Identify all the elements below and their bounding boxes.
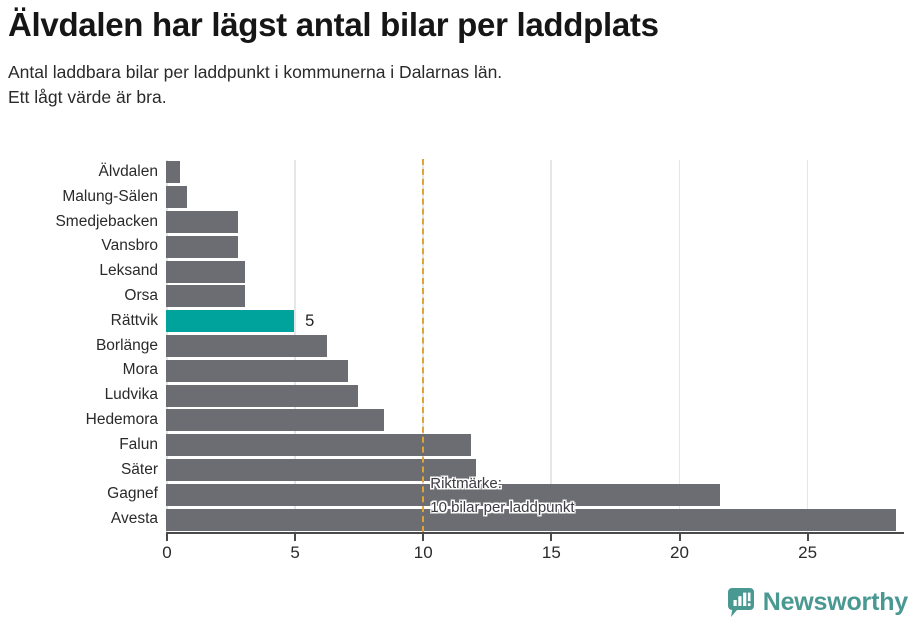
benchmark-annotation: Riktmärke: 10 bilar per laddpunkt [430, 472, 574, 519]
bar-row [166, 482, 904, 507]
page-title: Älvdalen har lägst antal bilar per laddp… [8, 6, 659, 43]
category-label-s-ter: Säter [120, 460, 158, 478]
newsworthy-logo: Newsworthy [727, 588, 908, 617]
category-label-smedjebacken: Smedjebacken [55, 212, 158, 230]
category-label--lvdalen: Älvdalen [98, 163, 158, 180]
bar-row [166, 334, 904, 359]
plot-area: 5 [166, 159, 904, 532]
bar-ludvika [166, 384, 359, 407]
bar-row [166, 408, 904, 433]
bar-row [166, 185, 904, 210]
bar-leksand [166, 260, 246, 283]
x-axis-tick-10 [422, 534, 425, 541]
category-label-falun: Falun [119, 435, 158, 453]
x-axis-tick-15 [550, 534, 553, 541]
bar-value-label: 5 [305, 311, 315, 330]
x-axis-label-25: 25 [798, 543, 818, 562]
bar-series: 5 [166, 160, 904, 532]
category-label-mora: Mora [122, 361, 158, 379]
x-axis-tick-20 [678, 534, 681, 541]
bar-smedjebacken [166, 210, 238, 233]
bar-row [166, 358, 904, 383]
x-axis-label-0: 0 [162, 543, 172, 562]
category-label-gagnef: Gagnef [107, 485, 158, 503]
annotation-line-2: 10 bilar per laddpunkt [430, 498, 575, 516]
category-label-malung-s-len: Malung-Sälen [62, 187, 158, 205]
bar-hedemora [166, 409, 384, 432]
bar-row [166, 383, 904, 408]
chart-header: Älvdalen har lägst antal bilar per laddp… [8, 0, 912, 110]
x-axis-tick-0 [166, 534, 168, 541]
bar-borl-nge [166, 334, 328, 357]
bar-row [166, 234, 904, 259]
x-axis-tick-5 [294, 534, 297, 541]
bar-vansbro [166, 235, 238, 258]
x-axis-label-5: 5 [290, 543, 300, 562]
bar-row [166, 284, 904, 309]
annotation-line-1: Riktmärke: [430, 475, 502, 493]
category-label-vansbro: Vansbro [101, 237, 158, 255]
bar-avesta [166, 508, 897, 531]
x-axis-tick-25 [806, 534, 809, 541]
benchmark-reference-line [422, 159, 425, 532]
category-label-borl-nge: Borlänge [95, 336, 158, 354]
subtitle-line-2: Ett lågt värde är bra. [8, 86, 167, 107]
bar--lvdalen [166, 161, 181, 184]
bar-row [166, 458, 904, 483]
x-axis-label-15: 15 [541, 543, 561, 562]
subtitle-line-1: Antal laddbara bilar per laddpunkt i kom… [8, 61, 503, 82]
category-label-r-ttvik: Rättvik [110, 311, 158, 329]
bar-row [166, 259, 904, 284]
bar-s-ter [166, 458, 477, 481]
category-label-ludvika: Ludvika [104, 386, 158, 404]
bar-mora [166, 359, 348, 382]
bar-chart-badge-icon [727, 588, 754, 617]
bar-row: 5 [166, 309, 904, 334]
category-label-orsa: Orsa [124, 287, 158, 304]
x-axis-label-10: 10 [413, 543, 433, 562]
bar-gagnef [166, 483, 720, 506]
chart-plot: Älvdalen Malung-Sälen Smedjebacken Vansbro L… [0, 155, 920, 580]
brand-wordmark: Newsworthy [762, 588, 908, 616]
category-label-hedemora: Hedemora [85, 411, 158, 428]
category-label-leksand: Leksand [99, 262, 158, 280]
category-label-avesta: Avesta [110, 510, 158, 528]
bar-row [166, 160, 904, 185]
x-axis-label-20: 20 [670, 543, 689, 562]
bar-row [166, 210, 904, 235]
bar-row [166, 433, 904, 458]
bar-malung-s-len [166, 186, 187, 209]
category-axis-labels: Älvdalen Malung-Sälen Smedjebacken Vansbro L… [0, 160, 158, 532]
x-axis-line [166, 532, 904, 534]
bar-orsa [166, 285, 246, 308]
bar-row [166, 507, 904, 532]
bar-r-ttvik [166, 310, 295, 333]
chart-subtitle: Antal laddbara bilar per laddpunkt i kom… [8, 44, 912, 110]
bar-falun [166, 434, 471, 457]
